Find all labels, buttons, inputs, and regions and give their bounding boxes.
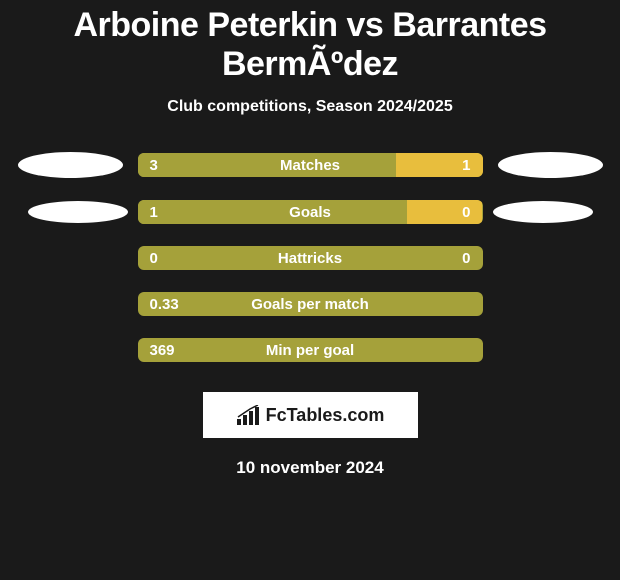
stat-value-right: 0 (450, 204, 482, 221)
brand-badge: FcTables.com (203, 392, 418, 438)
stat-bar-left: 0.33 (138, 292, 483, 316)
left-ellipse (18, 152, 123, 178)
stats-container: 31Matches10Goals00Hattricks0.33Goals per… (0, 152, 620, 362)
stat-value-left: 0 (138, 250, 170, 267)
stat-value-left: 0.33 (138, 296, 191, 313)
right-ellipse-wrap (493, 152, 620, 178)
stat-value-right: 1 (450, 157, 482, 174)
right-ellipse (498, 152, 603, 178)
stat-bar-right: 1 (396, 153, 482, 177)
left-ellipse (28, 201, 128, 223)
right-ellipse (493, 201, 593, 223)
stat-value-right: 0 (450, 250, 482, 267)
stat-value-left: 3 (138, 157, 170, 174)
date-text: 10 november 2024 (0, 458, 620, 478)
stat-row: 0.33Goals per match (0, 292, 620, 316)
stat-row: 369Min per goal (0, 338, 620, 362)
left-ellipse-wrap (0, 152, 128, 178)
right-ellipse-wrap (493, 201, 620, 223)
stat-value-left: 369 (138, 342, 187, 359)
stat-bar: 00Hattricks (138, 246, 483, 270)
stat-bar-right: 0 (407, 200, 483, 224)
stat-bar: 10Goals (138, 200, 483, 224)
stat-bar: 31Matches (138, 153, 483, 177)
stat-bar-left: 369 (138, 338, 483, 362)
stat-bar: 0.33Goals per match (138, 292, 483, 316)
page-subtitle: Club competitions, Season 2024/2025 (0, 98, 620, 116)
stat-value-left: 1 (138, 204, 170, 221)
stat-bar-left: 3 (138, 153, 397, 177)
stat-row: 10Goals (0, 200, 620, 224)
stat-bar-left: 1 (138, 200, 407, 224)
stat-bar-left: 0 (138, 246, 483, 270)
stat-row: 00Hattricks (0, 246, 620, 270)
page-title: Arboine Peterkin vs Barrantes BermÃºdez (0, 0, 620, 84)
stat-bar: 369Min per goal (138, 338, 483, 362)
brand-text: FcTables.com (266, 405, 385, 426)
bars-icon (236, 405, 262, 425)
left-ellipse-wrap (0, 201, 128, 223)
stat-row: 31Matches (0, 152, 620, 178)
